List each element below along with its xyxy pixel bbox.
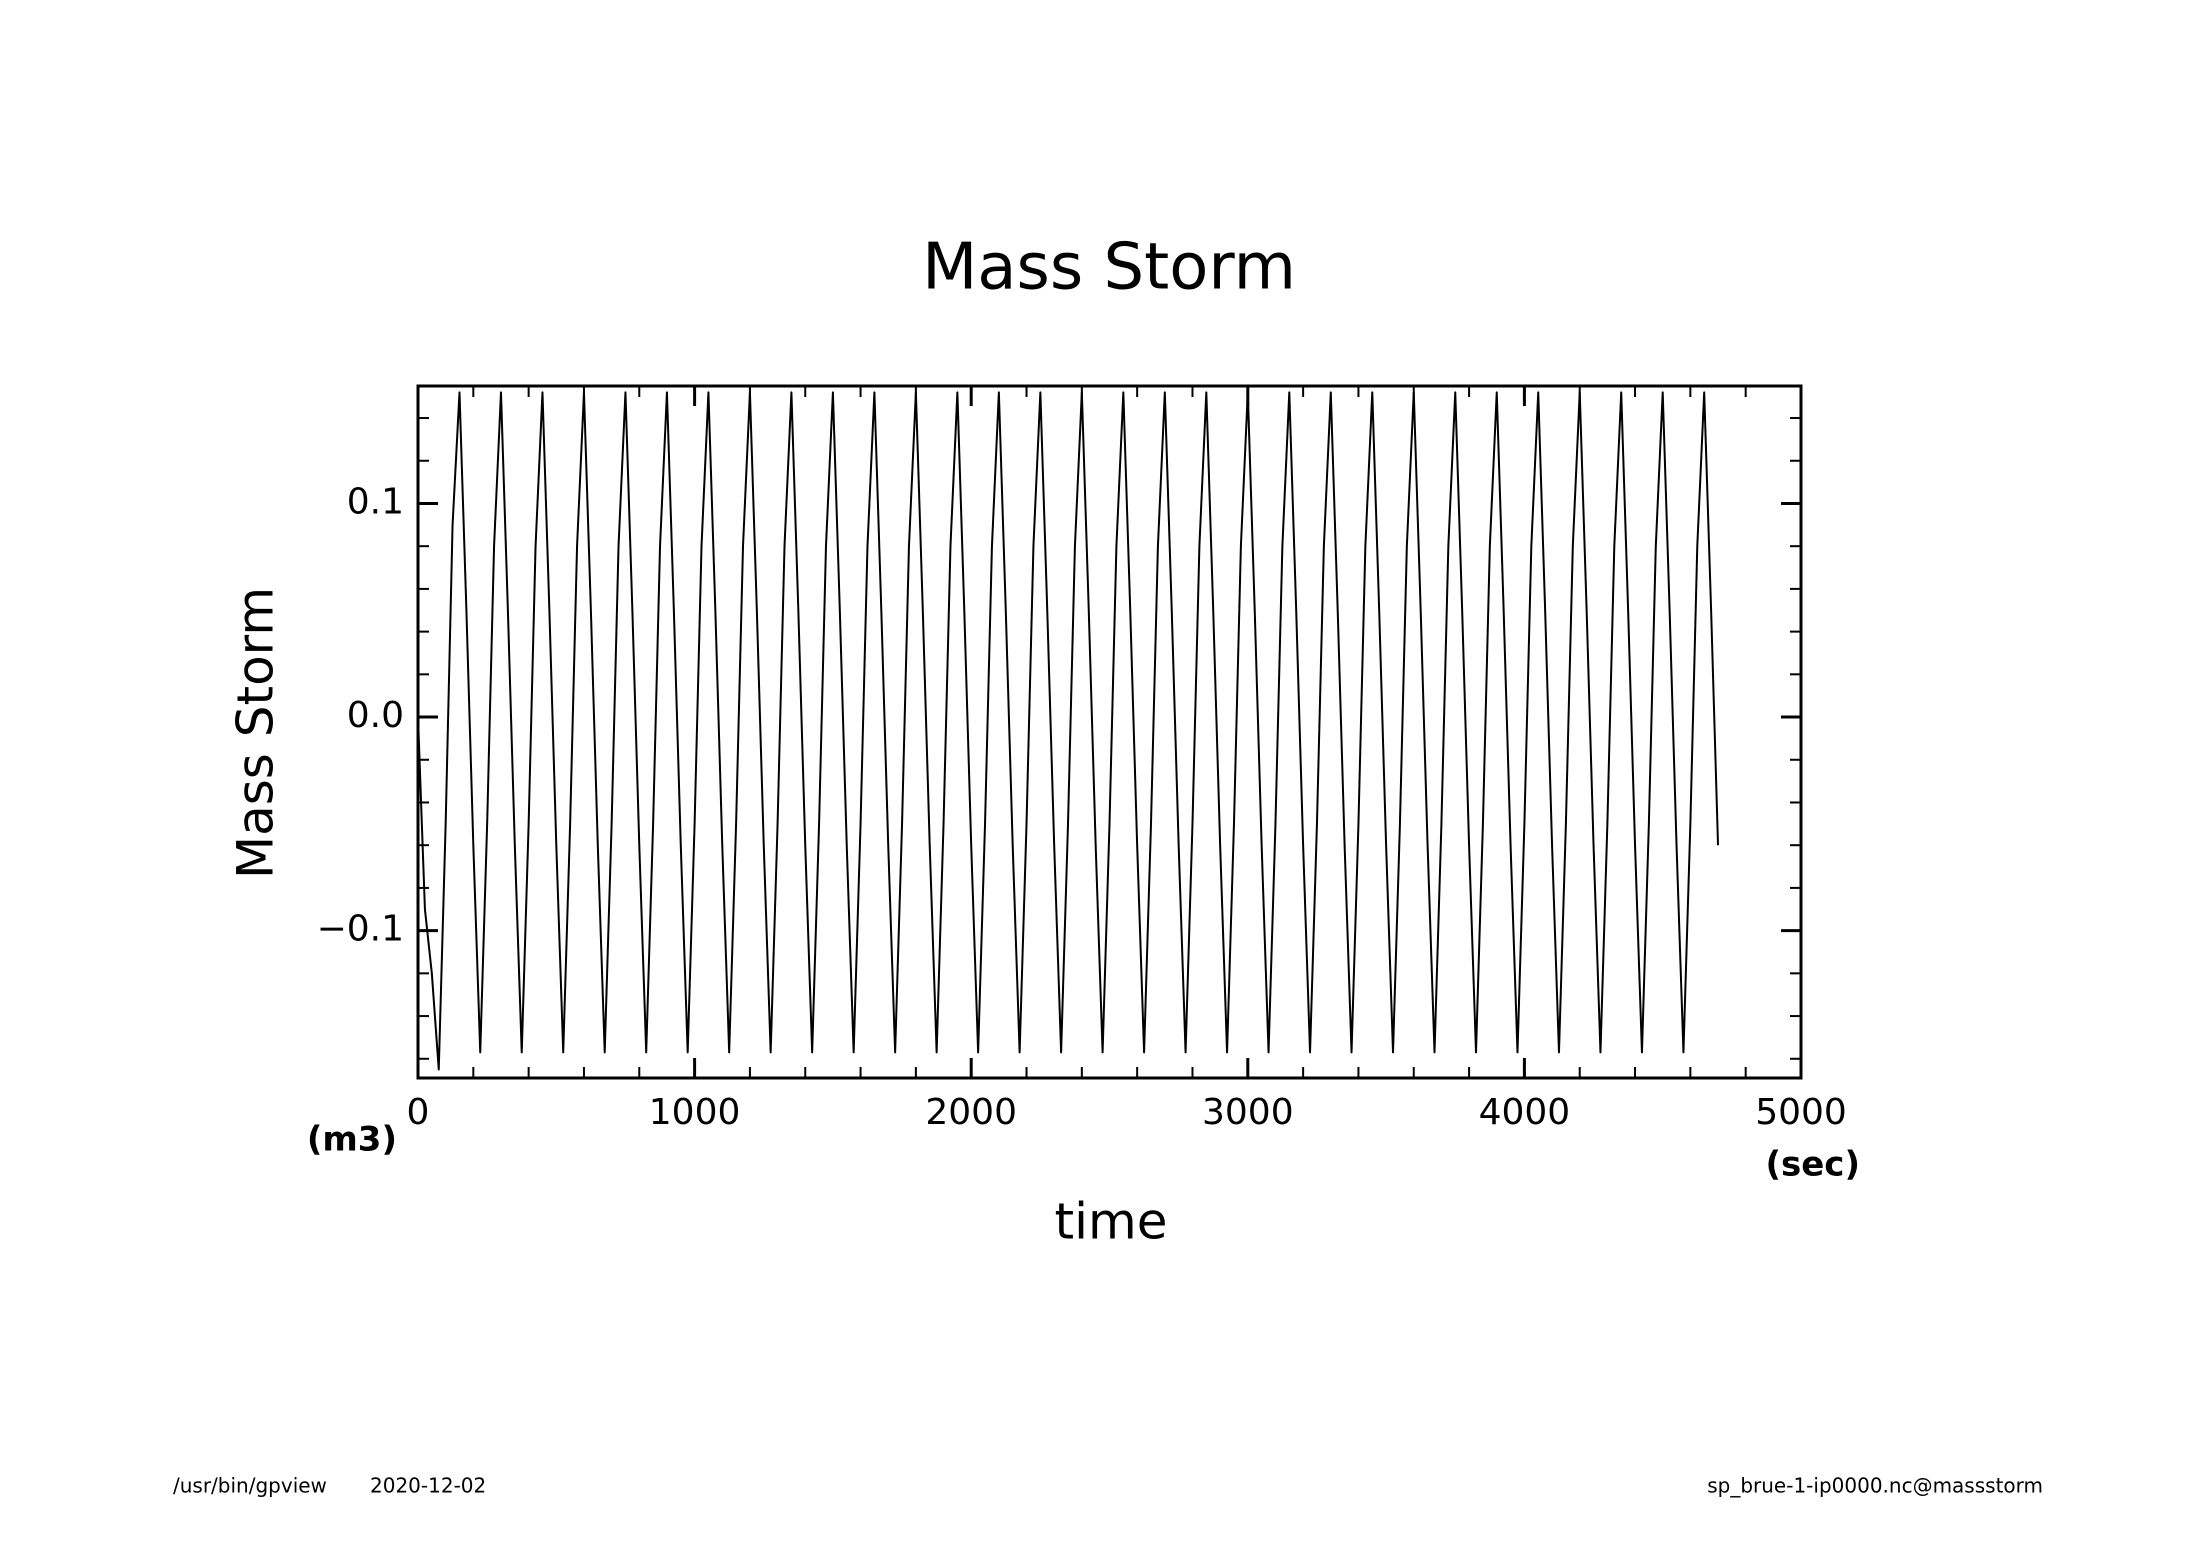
x-tick-label: 1000: [649, 1092, 741, 1133]
y-axis-label: Mass Storm: [227, 587, 285, 879]
x-tick-label: 3000: [1202, 1092, 1294, 1133]
chart-title: Mass Storm: [922, 231, 1296, 305]
x-tick-label: 0: [407, 1092, 430, 1133]
footer-program: /usr/bin/gpview: [173, 1474, 327, 1498]
plot-frame: [416, 384, 1803, 1080]
y-tick-label: 0.1: [347, 481, 404, 522]
footer-source: sp_brue-1-ip0000.nc@massstorm: [1707, 1474, 2043, 1498]
data-line: [417, 391, 1720, 1071]
x-axis-label: time: [1055, 1193, 1168, 1251]
footer-date: 2020-12-02: [370, 1474, 486, 1498]
x-tick-label: 2000: [925, 1092, 1017, 1133]
x-tick-label: 5000: [1755, 1092, 1847, 1133]
x-tick-label: 4000: [1479, 1092, 1571, 1133]
x-unit: (sec): [1765, 1145, 1860, 1185]
y-unit: (m3): [307, 1120, 397, 1160]
y-tick-label: −0.1: [317, 909, 404, 950]
y-tick-label: 0.0: [347, 695, 404, 736]
